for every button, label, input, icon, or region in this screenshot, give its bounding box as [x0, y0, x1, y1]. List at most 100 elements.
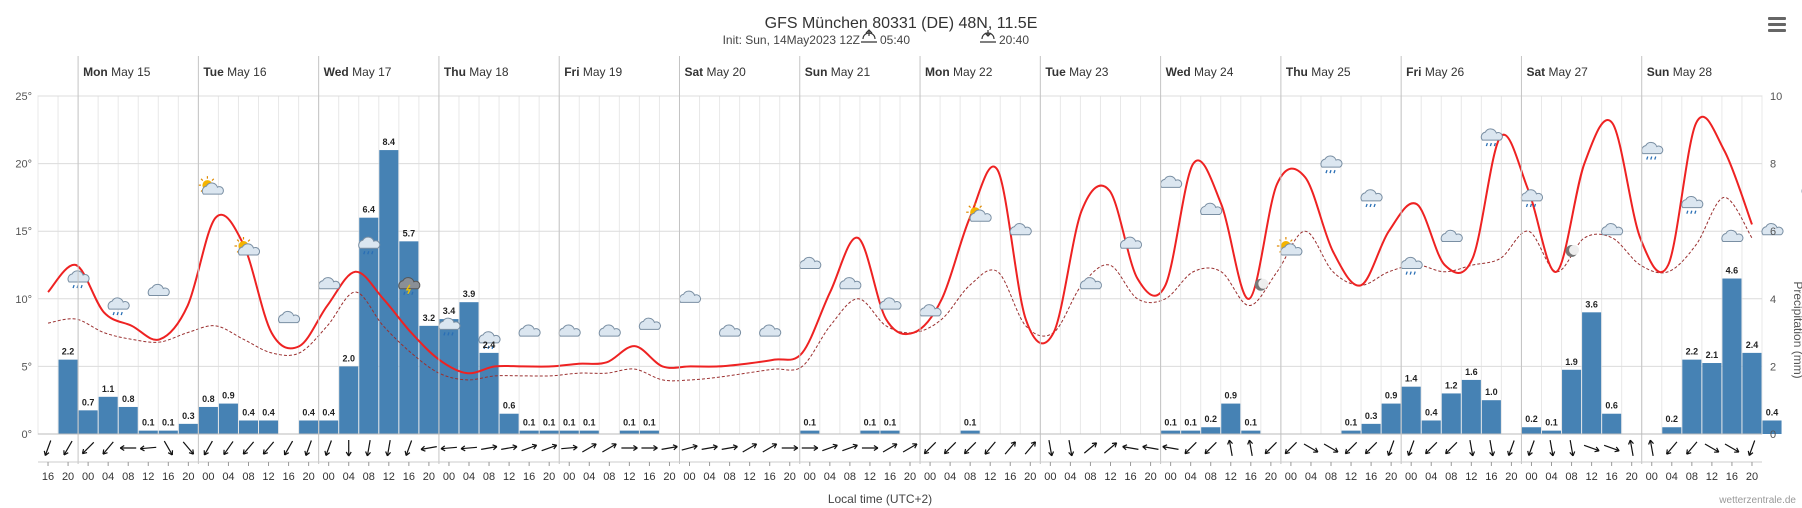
hour-tick-label: 20: [1265, 471, 1277, 483]
wind-shaft: [984, 441, 996, 455]
wind-arrow: [1227, 439, 1233, 456]
precipitation-label: 3.9: [463, 289, 476, 299]
precipitation-label: 0.4: [242, 407, 255, 417]
wind-arrow: [822, 443, 838, 452]
wind-head: [1184, 448, 1190, 455]
precipitation-label: 0.8: [122, 394, 135, 404]
cloud-shape: [201, 182, 224, 195]
wind-shaft: [1068, 440, 1073, 456]
hour-tick-label: 00: [1285, 471, 1297, 483]
precipitation-bar: [58, 359, 78, 434]
cloud-icon: [839, 277, 862, 290]
sun-ray: [236, 239, 240, 242]
init-text: Init: Sun, 14May2023 12Z: [723, 33, 860, 47]
wind-shaft: [1724, 443, 1740, 453]
wind-arrow: [1406, 440, 1415, 456]
wind-head: [1386, 450, 1393, 456]
y-tick-label-right: 8: [1770, 159, 1776, 171]
wind-head: [262, 449, 269, 455]
wind-head: [139, 445, 145, 452]
wind-shaft: [1445, 441, 1458, 455]
day-date: May 27: [1548, 65, 1588, 79]
wind-shaft: [1549, 440, 1554, 456]
wind-arrow: [139, 445, 157, 452]
wind-shaft: [481, 446, 498, 450]
precipitation-label: 0.4: [302, 407, 315, 417]
rain-drop: [1405, 271, 1408, 275]
wind-shaft: [1204, 441, 1217, 455]
wind-shaft: [822, 444, 838, 452]
wind-head: [832, 443, 838, 450]
wind-arrow: [1184, 441, 1197, 455]
cloud-shape: [1079, 277, 1102, 290]
wind-shaft: [44, 440, 52, 456]
cloud-icon: [1761, 223, 1784, 236]
partly-sunny-icon: [1276, 237, 1303, 256]
wind-head: [1162, 444, 1168, 451]
y-tick-label-right: 2: [1770, 361, 1776, 373]
wind-shaft: [541, 444, 557, 452]
wind-arrow: [781, 444, 799, 452]
wind-shaft: [1103, 442, 1118, 454]
cloud-shape: [237, 243, 260, 256]
moon-shadow: [1569, 245, 1580, 255]
wind-arrow: [1142, 444, 1159, 451]
cloud-shape: [1440, 229, 1463, 242]
precipitation-bar: [118, 406, 138, 434]
wind-shaft: [1323, 443, 1339, 453]
hour-tick-label: 00: [1525, 471, 1537, 483]
precipitation-label: 0.1: [804, 418, 817, 428]
wind-shaft: [762, 443, 777, 453]
wind-head: [813, 444, 819, 452]
cloud-shape: [518, 324, 541, 337]
wind-shaft: [1122, 446, 1139, 450]
hour-tick-label: 16: [1245, 471, 1257, 483]
hour-tick-label: 20: [663, 471, 675, 483]
wind-arrow: [1284, 441, 1297, 455]
menu-button[interactable]: [1764, 14, 1790, 40]
wind-shaft: [1264, 441, 1277, 455]
wind-arrow: [223, 441, 234, 456]
wind-shaft: [902, 443, 918, 453]
day-of-week: Fri: [564, 65, 583, 79]
hour-tick-label: 04: [944, 471, 956, 483]
moon-shadow: [1258, 278, 1269, 289]
precipitation-label: 0.4: [322, 407, 335, 417]
hour-tick-label: 00: [563, 471, 575, 483]
wind-head: [385, 451, 392, 457]
wind-shaft: [460, 446, 478, 450]
precipitation-label: 1.2: [1445, 380, 1458, 390]
precipitation-label: 0.4: [1766, 407, 1779, 417]
cloud-icon: [1079, 277, 1102, 290]
hour-tick-label: 08: [1565, 471, 1577, 483]
wind-head: [1068, 451, 1075, 457]
hour-tick-label: 04: [463, 471, 475, 483]
cloud-shape: [799, 256, 822, 270]
wind-arrow: [943, 441, 957, 455]
rain-icon: [1520, 189, 1543, 208]
hour-tick-label: 08: [1686, 471, 1698, 483]
precipitation-label: 0.4: [262, 407, 275, 417]
wind-shaft: [721, 446, 738, 450]
precipitation-bar: [1481, 400, 1501, 434]
x-axis-title: Local time (UTC+2): [828, 492, 932, 506]
day-of-week: Tue: [203, 65, 227, 79]
wind-head: [1284, 448, 1290, 455]
cloud-icon: [799, 256, 822, 270]
wind-head: [633, 444, 638, 452]
precipitation-bar: [339, 366, 359, 434]
wind-head: [1227, 439, 1233, 445]
cloud-icon: [879, 297, 902, 310]
wind-arrow: [1424, 441, 1438, 455]
wind-head: [1048, 451, 1055, 457]
precipitation-label: 1.1: [102, 384, 115, 394]
wind-arrow: [102, 441, 114, 455]
precipitation-bar: [1221, 403, 1241, 434]
hour-tick-label: 08: [483, 471, 495, 483]
precipitation-label: 0.2: [1204, 414, 1217, 424]
wind-shaft: [1629, 440, 1634, 456]
wind-shaft: [842, 444, 858, 452]
wind-arrow: [1603, 444, 1620, 453]
day-date: May 26: [1425, 65, 1465, 79]
wind-shaft: [1184, 441, 1197, 455]
